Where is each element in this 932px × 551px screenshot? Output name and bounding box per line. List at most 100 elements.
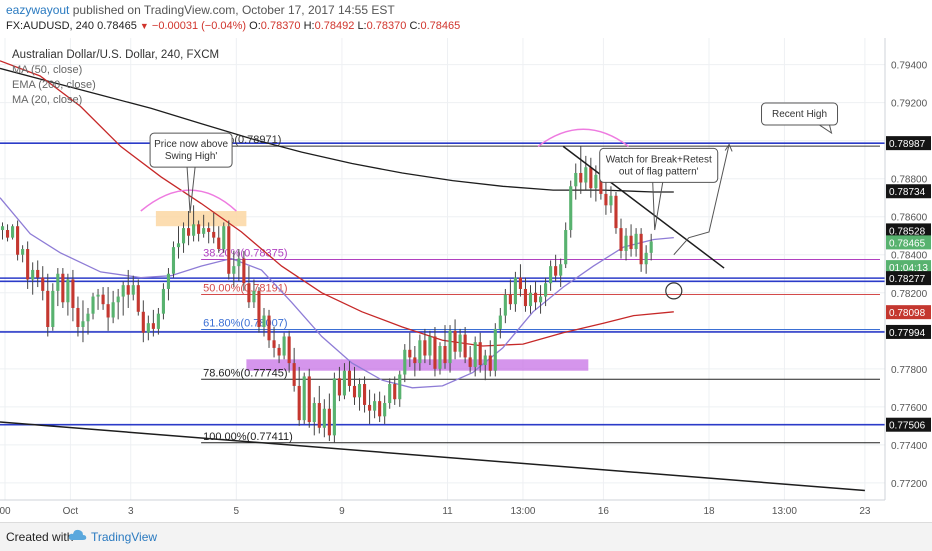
chart-header: eazywayout published on TradingView.com,… (0, 0, 932, 38)
candle-body (86, 313, 90, 322)
candle-body (634, 233, 638, 250)
candle-body (156, 313, 160, 329)
candle-body (5, 230, 10, 238)
candle-body (61, 273, 65, 303)
candle-body (614, 195, 618, 229)
candle-body (599, 174, 603, 194)
price-label-tag (886, 184, 931, 199)
candle-body (498, 315, 502, 329)
callout-text: Price now above (154, 139, 228, 150)
fib-level-label: 38.20%(0.78375) (203, 247, 287, 259)
time-tick-label: 00 (0, 506, 11, 517)
grid (0, 38, 885, 500)
horizontal-levels (0, 142, 885, 426)
open-value: 0.78370 (260, 20, 301, 32)
highlight-zone (155, 211, 247, 227)
price-tick-label: 0.78200 (891, 289, 928, 300)
candle-body (312, 403, 316, 423)
candle-body (202, 228, 206, 234)
time-tick-label: 16 (598, 506, 610, 517)
candle-body (428, 336, 432, 356)
price-tick-label: 0.79400 (891, 61, 928, 72)
candle-body (277, 347, 281, 356)
candle-body (549, 266, 553, 284)
candle-body (569, 186, 573, 231)
chart-area[interactable]: 0.00%(0.78971) 38.20%(0.78375) 50.00%(0.78… (0, 38, 932, 522)
tradingview-link[interactable]: TradingView (91, 530, 158, 544)
candle-body (639, 233, 643, 265)
price-label-text: 0.78277 (889, 274, 926, 285)
projection-path (673, 144, 730, 256)
candle-body (433, 336, 437, 369)
callout-box[interactable] (761, 102, 839, 126)
candle-body (91, 296, 95, 314)
candle-body (257, 290, 261, 327)
candle-body (352, 385, 357, 398)
candle-body (292, 363, 296, 386)
candle-body (96, 294, 100, 297)
candle-body (403, 349, 407, 375)
time-tick-label: Oct (63, 506, 79, 517)
time-tick-label: 13:00 (772, 506, 797, 517)
time-axis-background (0, 500, 932, 522)
candle-body (171, 247, 176, 274)
candle-body (317, 403, 321, 428)
open-label: O: (249, 20, 261, 32)
candle-body (468, 357, 472, 367)
trend-line[interactable] (562, 145, 725, 269)
price-label-text: 0.78734 (889, 187, 926, 198)
time-tick-label: 9 (339, 506, 345, 517)
legend-ema200[interactable]: EMA (200, close) (12, 79, 96, 91)
candle-body (579, 172, 583, 183)
candle-body (192, 224, 196, 236)
candle-body (121, 285, 125, 297)
price-label-tag (886, 260, 931, 275)
candle-body (559, 264, 563, 276)
candle-body (262, 315, 266, 327)
price-tick-label: 0.78600 (891, 213, 928, 224)
footer-bar: Created with TradingView (0, 522, 932, 551)
price-label-text: 0.78098 (889, 308, 926, 319)
high-label: H: (303, 20, 315, 32)
author-link[interactable]: eazywayout (6, 3, 70, 17)
candle-body (604, 193, 608, 206)
candle-body (418, 340, 422, 364)
candle-body (594, 174, 598, 189)
price-chart[interactable]: 0.00%(0.78971)38.20%(0.78375)50.00%(0.78… (0, 38, 932, 522)
low-label: L: (357, 20, 367, 32)
time-axis[interactable]: 00 Oct 3 5 9 11 13:00 16 18 13:00 23 (0, 499, 932, 522)
price-label-tag (886, 305, 931, 320)
candle-body (322, 408, 326, 428)
callout-box[interactable] (149, 132, 233, 168)
symbol-label[interactable]: FX:AUDUSD, 240 (6, 20, 95, 32)
candle-body (347, 370, 352, 386)
legend-ma20[interactable]: MA (20, close) (12, 94, 82, 106)
trend-line[interactable] (0, 421, 865, 492)
price-label-text: 0.78465 (889, 238, 926, 249)
created-with-label: Created with (6, 530, 74, 544)
price-axis[interactable]: 0.772000.774000.776000.778000.780000.782… (884, 38, 932, 522)
candle-body (217, 237, 221, 250)
candle-body (342, 370, 347, 396)
fib-level-label: 50.00%(0.78191) (203, 282, 287, 294)
callout-box[interactable] (599, 147, 719, 183)
price-label-tag (886, 271, 931, 286)
legend-ma50[interactable]: MA (50, close) (12, 64, 82, 76)
publish-info: published on TradingView.com, October 17… (72, 3, 395, 17)
candle-body (207, 228, 211, 232)
candle-body (503, 294, 507, 316)
candle-body (11, 226, 15, 238)
candle-body (41, 277, 45, 291)
candle-body (212, 231, 216, 238)
price-label-tag (886, 235, 931, 250)
candle-body (161, 288, 165, 314)
candle-body (76, 307, 80, 327)
candle-body (46, 290, 50, 327)
candle-body (368, 404, 372, 411)
candle-body (538, 296, 543, 303)
candle-body (483, 355, 487, 366)
candle-body (383, 403, 387, 417)
retest-circle-marker (665, 282, 683, 300)
callout-pointer (652, 182, 664, 231)
candle-body (619, 228, 623, 251)
